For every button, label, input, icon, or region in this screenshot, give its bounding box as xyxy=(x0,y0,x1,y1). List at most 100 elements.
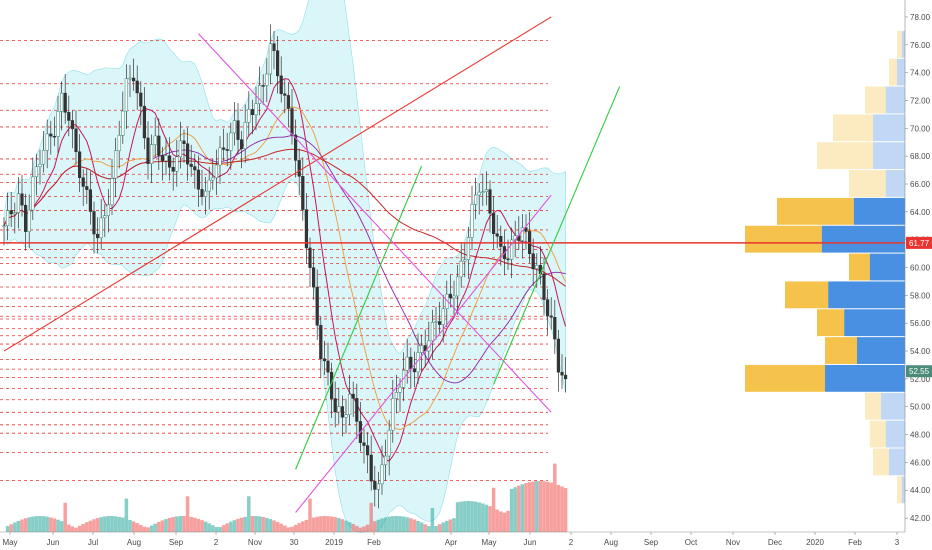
candle-body xyxy=(88,189,93,212)
x-tick-label: Oct xyxy=(685,538,698,547)
volume-profile-bar xyxy=(825,364,905,392)
candle-body xyxy=(441,308,445,325)
candle-body xyxy=(222,147,226,150)
y-tick-label: 46.00 xyxy=(910,458,931,467)
volume-bar xyxy=(563,488,568,532)
volume-profile-bar xyxy=(857,337,905,364)
candle-body xyxy=(85,186,89,190)
volume-profile-bar xyxy=(745,364,825,392)
trend-line xyxy=(295,165,423,470)
candle-body xyxy=(344,414,348,418)
volume-bar xyxy=(434,526,438,532)
trend-line xyxy=(295,194,552,513)
volume-bar xyxy=(401,516,406,532)
volume-bar xyxy=(20,519,24,532)
volume-bar xyxy=(142,526,147,532)
volume-bar xyxy=(553,463,557,532)
volume-bar xyxy=(207,523,211,532)
candle-body xyxy=(520,227,524,241)
candle-body xyxy=(430,322,434,342)
candle-body xyxy=(535,265,539,270)
volume-bar xyxy=(297,523,301,532)
volume-profile-bar xyxy=(881,392,905,420)
volume-bar xyxy=(283,525,287,532)
candle-body xyxy=(243,122,247,150)
volume-bar xyxy=(88,520,93,532)
candle-body xyxy=(470,204,474,238)
candle-body xyxy=(171,167,175,172)
ma-long-line xyxy=(3,148,566,287)
candle-body xyxy=(211,177,215,181)
volume-bar xyxy=(139,524,143,532)
candle-body xyxy=(96,233,100,239)
candle-body xyxy=(376,483,380,490)
volume-profile-bar xyxy=(745,225,822,253)
volume-profile-bar xyxy=(901,476,905,504)
candle-body xyxy=(319,324,323,360)
candle-body xyxy=(240,139,244,150)
volume-bar xyxy=(254,516,258,532)
volume-bar xyxy=(189,516,193,532)
volume-bar xyxy=(157,521,161,532)
candle-body xyxy=(168,155,172,168)
candle-body xyxy=(272,43,276,51)
candle-body xyxy=(146,137,150,164)
candle-body xyxy=(405,356,409,371)
candle-body xyxy=(60,92,64,112)
candle-body xyxy=(499,236,503,247)
volume-bar xyxy=(92,519,96,532)
candle-body xyxy=(114,150,118,179)
candle-body xyxy=(315,286,319,326)
candle-body xyxy=(297,160,301,177)
volume-bar xyxy=(466,501,471,532)
volume-bar xyxy=(491,487,496,532)
volume-profile-bar xyxy=(873,142,905,170)
volume-profile-bar xyxy=(821,225,905,253)
volume-bar xyxy=(301,521,305,532)
volume-bar xyxy=(70,526,75,532)
y-tick-label: 78.00 xyxy=(910,13,931,22)
y-tick-label: 50.00 xyxy=(910,403,931,412)
volume-bar xyxy=(427,526,431,532)
volume-bar xyxy=(409,518,413,532)
volume-bar xyxy=(351,523,355,532)
candle-body xyxy=(250,109,255,115)
candle-body xyxy=(49,133,53,137)
volume-bar xyxy=(524,483,528,532)
candle-body xyxy=(139,92,143,107)
volume-bar xyxy=(362,526,366,532)
volume-bar xyxy=(117,516,121,532)
candle-body xyxy=(153,135,157,145)
volume-bar xyxy=(171,516,175,532)
candle-body xyxy=(394,392,398,399)
volume-bar xyxy=(506,510,510,532)
volume-bar xyxy=(441,522,445,532)
volume-bar xyxy=(232,520,237,532)
volume-profile-bar xyxy=(873,114,905,142)
volume-bar xyxy=(545,481,550,532)
volume-bar xyxy=(247,496,251,532)
x-tick-label: 2019 xyxy=(325,538,343,547)
candle-body xyxy=(175,156,179,172)
x-tick-label: 2 xyxy=(569,538,574,547)
candle-body xyxy=(207,179,211,192)
candle-body xyxy=(70,120,75,130)
candle-body xyxy=(380,464,384,485)
volume-bar xyxy=(358,527,363,532)
candle-body xyxy=(301,176,305,210)
candle-body xyxy=(218,147,222,166)
price-marker xyxy=(906,236,932,249)
price-marker-label: 61.77 xyxy=(909,239,930,248)
volume-profile-bar xyxy=(849,170,886,197)
volume-bar xyxy=(538,481,543,532)
candle-body xyxy=(546,299,550,317)
candle-body xyxy=(312,267,316,288)
volume-bar xyxy=(214,527,219,532)
candle-body xyxy=(24,204,28,232)
volume-bar xyxy=(103,516,107,532)
candle-body xyxy=(214,164,219,179)
price-marker-label: 52.55 xyxy=(909,367,930,376)
price-marker xyxy=(906,365,932,378)
